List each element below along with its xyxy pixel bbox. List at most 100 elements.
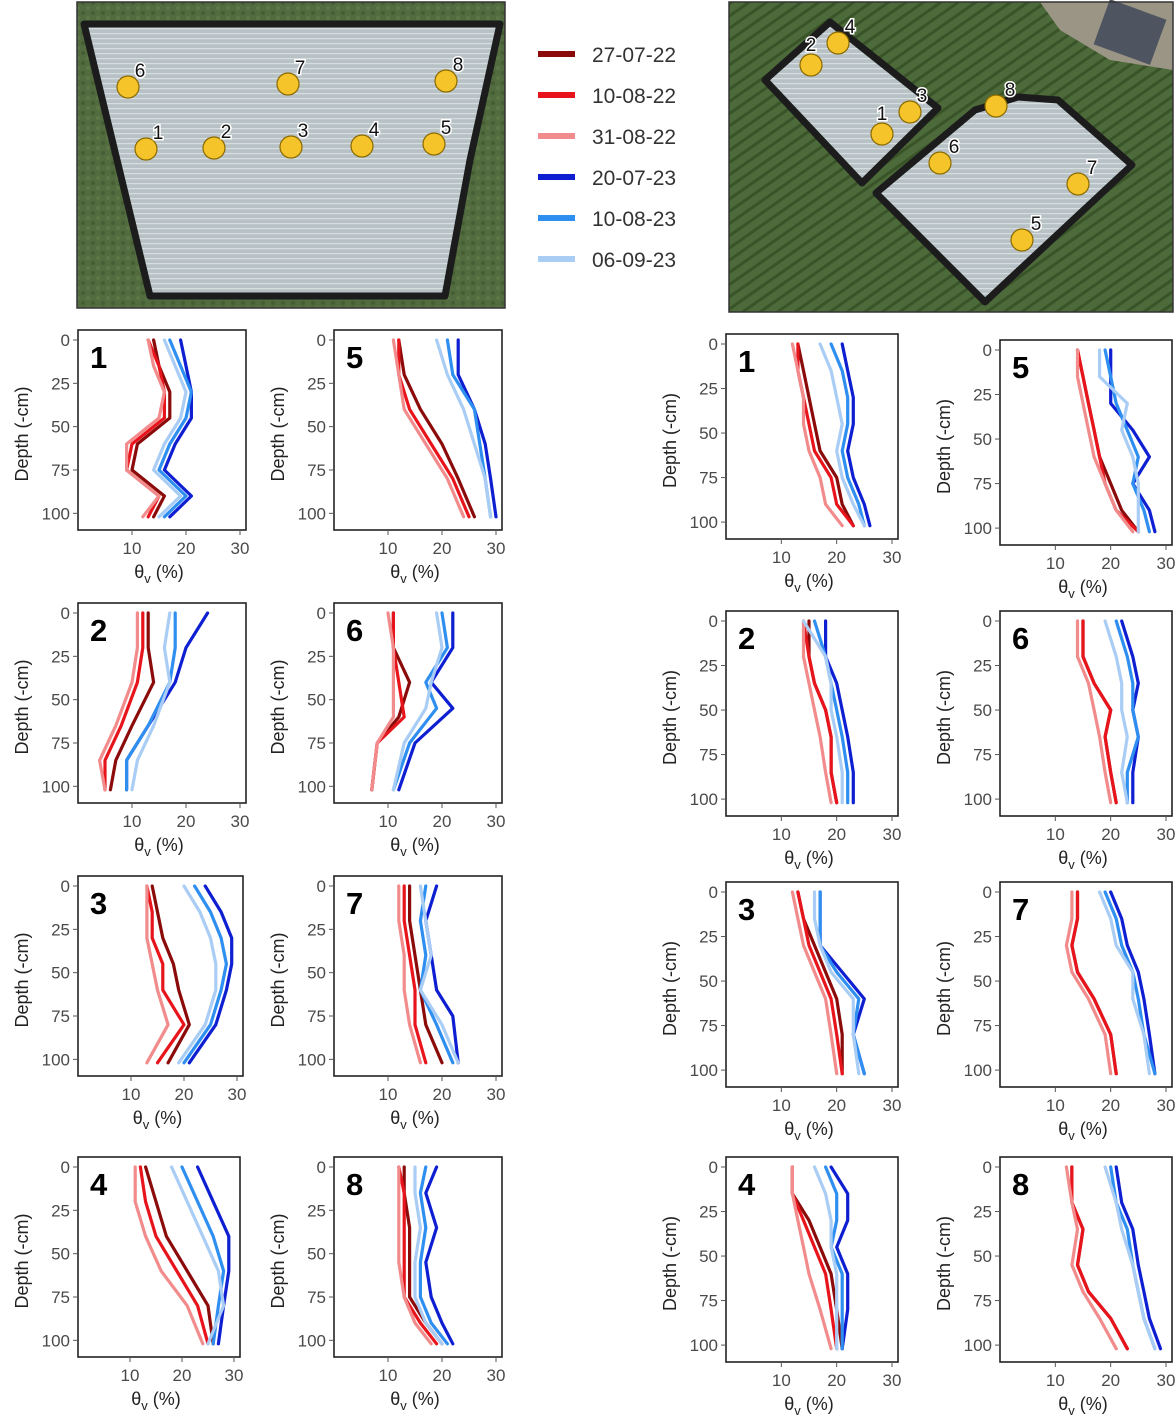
x-axis-label: θv (%)	[784, 1119, 834, 1143]
x-tick-label: 20	[433, 539, 452, 558]
y-tick-label: 0	[317, 1158, 326, 1177]
y-tick-label: 50	[973, 701, 992, 720]
x-axis-label-unit: (%)	[151, 562, 184, 582]
x-tick-label: 10	[772, 1096, 791, 1115]
y-tick-label: 0	[317, 331, 326, 350]
y-axis-label: Depth (-cm)	[268, 932, 288, 1027]
panel-number: 2	[90, 613, 107, 648]
panel-number: 6	[1012, 621, 1029, 656]
x-tick-label: 10	[121, 1366, 140, 1385]
y-tick-label: 50	[699, 1247, 718, 1266]
x-axis-label-unit: (%)	[407, 835, 440, 855]
y-axis-label: Depth (-cm)	[660, 1216, 680, 1311]
profile-line	[1064, 890, 1113, 1076]
sample-point-marker	[984, 94, 1008, 118]
x-tick-label: 10	[123, 539, 142, 558]
x-axis-label-unit: (%)	[151, 835, 184, 855]
y-tick-label: 0	[983, 883, 992, 902]
profile-panel-right-4: 4 0 25 50 75 100 10 20 30 Depth (-cm) θv (%)	[660, 1156, 902, 1418]
x-axis-label-subscript: v	[794, 580, 801, 595]
x-tick-label: 30	[883, 1371, 902, 1390]
x-tick-label: 30	[487, 539, 506, 558]
x-axis-label-subscript: v	[1068, 1128, 1075, 1143]
x-axis-label-subscript: v	[794, 1128, 801, 1143]
x-tick-label: 30	[1157, 825, 1176, 844]
profile-line	[397, 611, 455, 792]
right-map-frame	[728, 1, 1174, 313]
y-axis-label: Depth (-cm)	[660, 670, 680, 765]
sample-point-marker	[1066, 172, 1090, 196]
sample-point-marker	[434, 69, 458, 93]
y-tick-label: 100	[42, 504, 70, 523]
y-tick-label: 25	[307, 647, 326, 666]
profile-line	[1081, 619, 1118, 805]
profile-line	[801, 619, 844, 805]
y-axis-label: Depth (-cm)	[934, 399, 954, 494]
y-tick-label: 25	[307, 374, 326, 393]
y-axis-label: Depth (-cm)	[268, 1213, 288, 1308]
profile-panel-left-8: 8 0 25 50 75 100 10 20 30 Depth (-cm) θv (%)	[268, 1156, 505, 1413]
y-tick-label: 50	[973, 430, 992, 449]
sample-point-label: 7	[295, 58, 306, 79]
x-axis-label-subscript: v	[144, 571, 151, 586]
y-tick-label: 25	[307, 1201, 326, 1220]
profile-line	[145, 884, 186, 1065]
y-tick-label: 100	[690, 513, 718, 532]
x-axis-label-symbol: θ	[784, 571, 794, 591]
profile-line	[818, 342, 866, 528]
y-tick-label: 0	[709, 335, 718, 354]
x-axis-label-subscript: v	[1068, 1403, 1075, 1415]
right-map-building	[1093, 0, 1167, 65]
x-tick-label: 20	[177, 539, 196, 558]
y-tick-label: 100	[690, 1336, 718, 1355]
profile-line	[180, 1165, 226, 1346]
profile-line	[138, 1165, 210, 1346]
profile-line	[196, 1165, 231, 1346]
x-axis-label-subscript: v	[400, 844, 407, 859]
y-axis-label: Depth (-cm)	[660, 941, 680, 1036]
sample-point-marker	[799, 53, 823, 77]
profile-line	[812, 1165, 839, 1351]
x-axis-label: θv (%)	[1058, 848, 1108, 872]
profile-line	[162, 338, 193, 519]
y-axis-label: Depth (-cm)	[660, 393, 680, 488]
y-tick-label: 50	[51, 964, 70, 983]
right-field-boundary-b	[872, 93, 1136, 306]
sample-point-marker	[116, 75, 140, 99]
x-tick-label: 10	[123, 812, 142, 831]
y-tick-label: 75	[51, 734, 70, 753]
panel-number: 6	[346, 613, 363, 648]
panel-number: 5	[1012, 350, 1029, 385]
panel-frame	[999, 1156, 1173, 1363]
x-tick-label: 10	[122, 1085, 141, 1104]
panel-number: 8	[1012, 1167, 1029, 1202]
x-axis-label-symbol: θ	[784, 1119, 794, 1139]
sample-point-label: 4	[369, 120, 380, 141]
panel-number: 1	[90, 340, 107, 375]
profile-line	[435, 338, 493, 519]
x-tick-label: 10	[1046, 1096, 1065, 1115]
y-tick-label: 25	[699, 380, 718, 399]
y-tick-label: 50	[307, 418, 326, 437]
y-tick-label: 100	[298, 1050, 326, 1069]
x-tick-label: 10	[379, 1085, 398, 1104]
profile-line	[402, 884, 428, 1065]
y-tick-label: 25	[51, 1201, 70, 1220]
x-axis-label-symbol: θ	[131, 1389, 141, 1409]
profile-line	[801, 619, 839, 805]
profile-line	[1109, 890, 1157, 1076]
y-tick-label: 50	[51, 691, 70, 710]
y-tick-label: 100	[964, 790, 992, 809]
y-tick-label: 100	[964, 1061, 992, 1080]
panel-number: 4	[90, 1167, 108, 1202]
x-axis-label-unit: (%)	[1075, 1394, 1108, 1414]
sample-point-label: 7	[1087, 158, 1098, 179]
y-tick-label: 100	[42, 1331, 70, 1350]
x-axis-label-subscript: v	[400, 571, 407, 586]
y-axis-label: Depth (-cm)	[12, 1213, 32, 1308]
